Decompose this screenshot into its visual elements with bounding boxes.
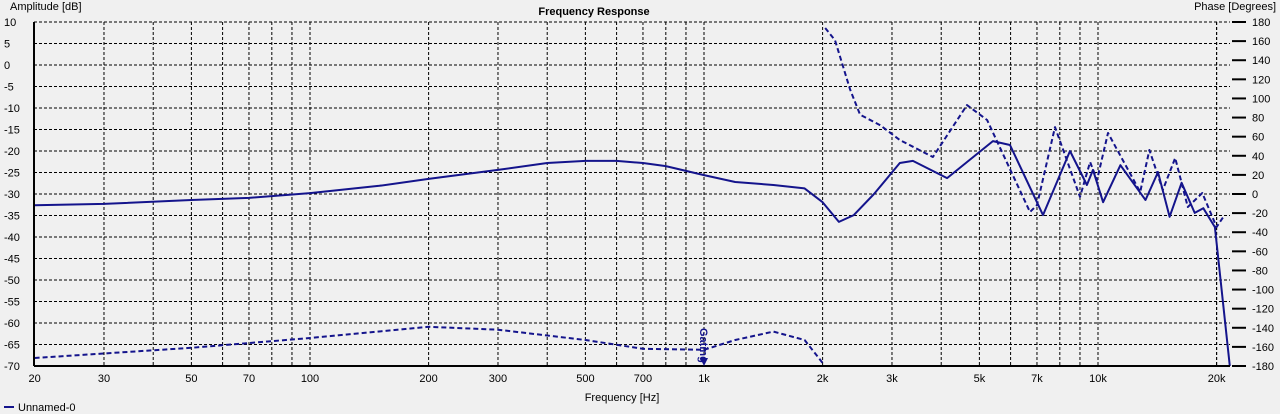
gating-arrow-icon[interactable] [700, 358, 708, 366]
y-tick-label: -60 [4, 318, 20, 330]
x-axis-title: Frequency [Hz] [585, 392, 660, 404]
y2-tick-label: -120 [1252, 304, 1274, 316]
y2-tick-label: 0 [1252, 189, 1258, 201]
y2-tick-label: -80 [1252, 265, 1268, 277]
x-tick-label: 50 [185, 373, 197, 385]
y-tick-label: -25 [4, 168, 20, 180]
y2-tick-label: -160 [1252, 342, 1274, 354]
y-tick-label: -10 [4, 103, 20, 115]
legend-entry: Unnamed-0 [18, 402, 75, 414]
y-tick-label: 5 [4, 39, 10, 51]
y-tick-label: -55 [4, 297, 20, 309]
y2-tick-label: 140 [1252, 55, 1270, 67]
series-line-1 [34, 325, 824, 364]
y2-tick-label: 180 [1252, 17, 1270, 29]
y-tick-label: -20 [4, 146, 20, 158]
x-tick-label: 70 [243, 373, 255, 385]
x-tick-label: 5k [974, 373, 986, 385]
y-tick-label: -5 [4, 82, 14, 94]
x-tick-label: 20 [28, 373, 40, 385]
gating-label: Gating [697, 328, 709, 363]
y-tick-label: -70 [4, 361, 20, 373]
series-group [34, 27, 1231, 367]
y2-tick-label: 80 [1252, 113, 1264, 125]
y-tick-label: -65 [4, 340, 20, 352]
y-tick-label: -45 [4, 254, 20, 266]
x-tick-label: 30 [98, 373, 110, 385]
x-tick-label: 20k [1208, 373, 1226, 385]
series-line-2 [824, 27, 1225, 228]
y2-tick-label: 160 [1252, 36, 1270, 48]
x-tick-label: 200 [419, 373, 437, 385]
y2-tick-label: -180 [1252, 361, 1274, 373]
y2-tick-label: 20 [1252, 170, 1264, 182]
y2-tick-label: -20 [1252, 208, 1268, 220]
legend: Unnamed-0 [4, 402, 75, 414]
y-tick-label: -50 [4, 275, 20, 287]
x-tick-label: 700 [634, 373, 652, 385]
y-tick-label: -35 [4, 211, 20, 223]
y-tick-label: 10 [4, 17, 16, 29]
y2-tick-label: 100 [1252, 93, 1270, 105]
grid [34, 21, 1230, 366]
x-tick-label: 3k [886, 373, 898, 385]
x-tick-label: 10k [1089, 373, 1107, 385]
chart-title: Frequency Response [538, 6, 649, 18]
x-tick-label: 7k [1031, 373, 1043, 385]
y2-tick-label: -140 [1252, 323, 1274, 335]
x-tick-label: 2k [817, 373, 829, 385]
y-tick-label: 0 [4, 60, 10, 72]
y2-tick-label: -60 [1252, 246, 1268, 258]
y2-tick-label: 40 [1252, 151, 1264, 163]
y2-tick-label: 60 [1252, 132, 1264, 144]
y-axis-title: Amplitude [dB] [10, 1, 82, 13]
x-tick-label: 500 [576, 373, 594, 385]
series-line-0 [34, 140, 1231, 367]
gating-marker[interactable]: Gating [697, 328, 709, 366]
x-tick-label: 1k [698, 373, 710, 385]
x-tick-label: 100 [301, 373, 319, 385]
ticks: 1050-5-10-15-20-25-30-35-40-45-50-55-60-… [4, 17, 1274, 385]
x-tick-label: 300 [489, 373, 507, 385]
y-tick-label: -15 [4, 125, 20, 137]
y2-tick-label: 120 [1252, 74, 1270, 86]
y2-axis-title: Phase [Degrees] [1194, 1, 1276, 13]
y2-tick-label: -40 [1252, 227, 1268, 239]
y-tick-label: -30 [4, 189, 20, 201]
y2-tick-label: -100 [1252, 285, 1274, 297]
y-tick-label: -40 [4, 232, 20, 244]
